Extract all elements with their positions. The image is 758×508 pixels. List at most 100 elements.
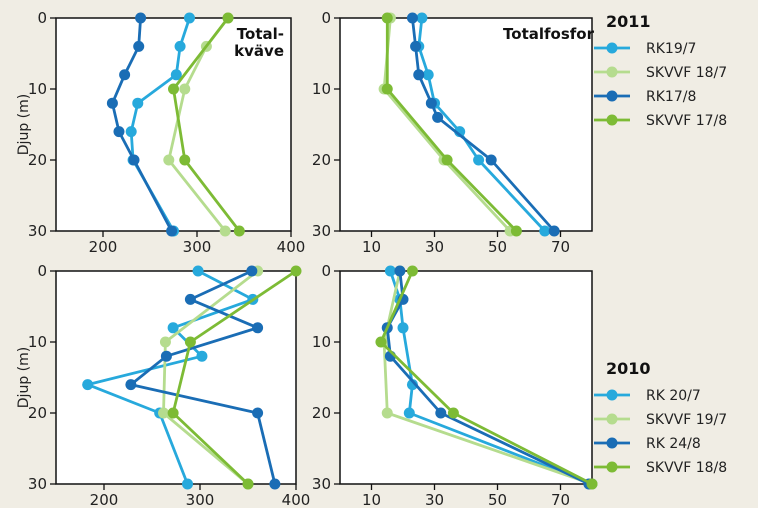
panel-title-line: Total- [237,25,284,43]
data-point [548,225,560,237]
x-tick-label: 200 [89,238,118,256]
x-tick-label: 30 [425,238,444,256]
data-point [425,97,437,109]
legend-swatch-marker [606,437,618,449]
x-tick-label: 300 [186,491,215,508]
x-tick-label: 70 [551,491,570,508]
legend-year: 2010 [606,359,651,378]
x-tick-label: 200 [90,491,119,508]
data-point [184,293,196,305]
y-tick-label: 20 [312,404,331,422]
y-tick-label: 20 [28,404,47,422]
legend-label: SKVVF 18/7 [646,65,727,81]
data-point [406,379,418,391]
data-point [132,97,144,109]
x-tick-label: 300 [183,238,212,256]
data-point [158,407,170,419]
plot-area [339,17,593,232]
series-line-3 [171,269,298,486]
data-point [219,225,231,237]
data-point [106,97,118,109]
legend-label: RK 24/8 [646,436,701,452]
data-point [242,478,254,490]
data-point [473,154,485,166]
y-tick-label: 10 [28,333,47,351]
series-line-3 [379,269,594,486]
legend-swatch-marker [606,389,618,401]
panel-n2011: 0 10 20 30 200 300 400 Djup (m) Total-kväve [16,9,305,256]
data-point [125,379,137,391]
data-point [159,336,171,348]
y-tick-label: 30 [28,222,47,240]
data-point [125,126,137,138]
data-point [447,407,459,419]
data-point [422,69,434,81]
data-point [133,40,145,52]
data-point [167,407,179,419]
x-tick-label: 400 [277,238,306,256]
data-point [82,379,94,391]
data-point [252,407,264,419]
data-point [174,40,186,52]
data-point [290,265,302,277]
legend-label: RK19/7 [646,41,696,57]
legend-swatch-marker [606,461,618,473]
data-point [413,69,425,81]
data-point [381,407,393,419]
series-line-3 [172,16,241,233]
data-point [246,265,258,277]
x-tick-label: 30 [425,491,444,508]
legend-year: 2011 [606,12,651,31]
y-tick-label: 0 [321,262,331,280]
legend-2011: 2011 RK19/7 SKVVF 18/7 RK17/8 SKVVF 17/8 [594,12,727,129]
data-point [196,350,208,362]
legend-swatch-marker [606,42,618,54]
legend-swatch-marker [606,90,618,102]
legend-swatch-marker [606,66,618,78]
data-point [252,322,264,334]
x-tick-label: 400 [282,491,311,508]
data-point [384,265,396,277]
data-point [192,265,204,277]
data-point [167,322,179,334]
legend-swatch-marker [606,114,618,126]
legend-swatch-marker [606,413,618,425]
data-point [406,12,418,24]
y-tick-label: 0 [37,262,47,280]
plot-area [339,270,593,485]
panel-n2010: 0 10 20 30 200 300 400 Djup (m) [16,262,310,508]
legend-label: RK 20/7 [646,388,701,404]
data-point [160,350,172,362]
y-tick-label: 10 [28,80,47,98]
y-tick-label: 30 [312,475,331,493]
data-point [397,322,409,334]
series-line-3 [385,16,518,233]
legend-2010: 2010 RK 20/7 SKVVF 19/7 RK 24/8 SKVVF 18/8 [594,359,727,476]
data-point [168,83,179,95]
legend-label: SKVVF 18/8 [646,460,727,476]
data-point [184,336,196,348]
data-point [183,12,195,24]
x-tick-label: 10 [362,238,381,256]
data-point [170,69,182,81]
y-axis-label: Djup (m) [16,94,32,155]
y-tick-label: 0 [37,9,47,27]
data-point [403,407,415,419]
y-tick-label: 20 [312,151,331,169]
y-tick-label: 10 [312,80,331,98]
x-tick-label: 10 [362,491,381,508]
panel-title-line: kväve [234,42,284,60]
data-point [166,225,178,237]
panel-p2011: 0 10 20 30 10 30 50 70 Totalfosfor [312,9,595,256]
data-point [586,478,598,490]
data-point [222,12,234,24]
plot-area [55,270,297,485]
data-point [119,69,131,81]
legend-label: SKVVF 17/8 [646,113,727,129]
series-line-1 [382,269,594,486]
y-tick-label: 20 [28,151,47,169]
data-point [135,12,147,24]
legend-label: SKVVF 19/7 [646,412,727,428]
y-tick-label: 30 [312,222,331,240]
